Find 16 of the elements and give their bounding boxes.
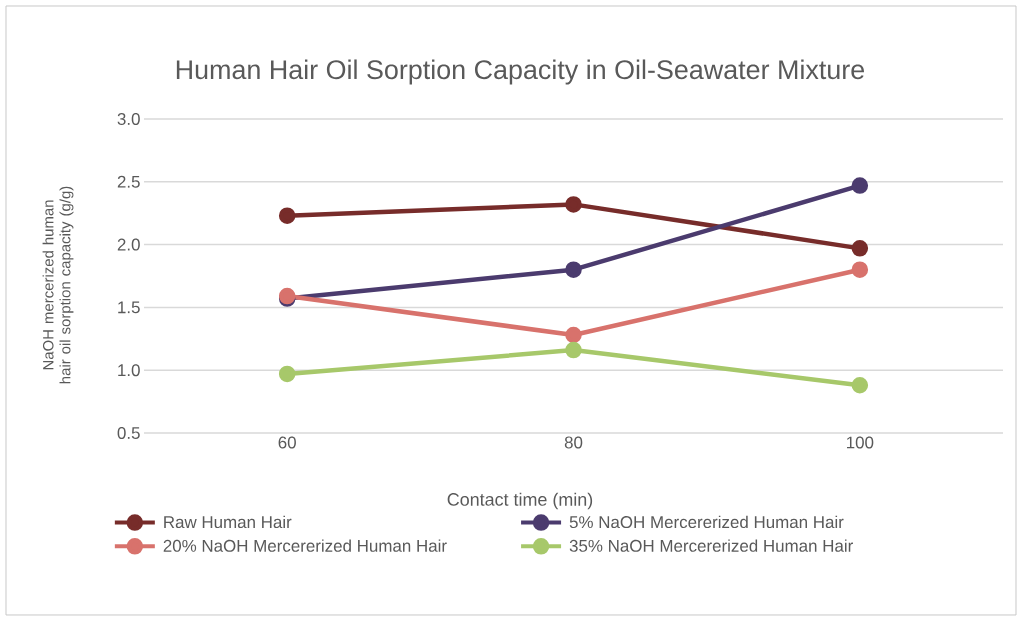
legend-label: 20% NaOH Mercererized Human Hair <box>163 539 447 552</box>
x-tick-label: 100 <box>847 436 874 449</box>
y-axis-title: NaOH mercerized human hair oil sorption capacity (g/g) <box>42 186 74 384</box>
y-tick-label: 2.5 <box>117 175 140 188</box>
x-tick-label: 80 <box>564 436 583 449</box>
x-axis-title: Contact time (min) <box>447 492 593 510</box>
y-tick-label: 3.0 <box>117 112 140 125</box>
legend-label: Raw Human Hair <box>164 515 292 529</box>
y-tick-label: 2.0 <box>117 238 140 251</box>
y-tick-label: 1.0 <box>118 364 140 377</box>
y-tick-label: 0.5 <box>117 426 140 439</box>
legend-label: 35% NaOH Mercererized Human Hair <box>569 539 853 552</box>
chart-title: Human Hair Oil Sorption Capacity in Oil-Seawater Mixture <box>176 59 865 85</box>
legend-label: 5% NaOH Mercererized Human Hair <box>569 515 844 529</box>
x-tick-label: 60 <box>278 436 296 449</box>
y-tick-label: 1.5 <box>118 301 140 314</box>
